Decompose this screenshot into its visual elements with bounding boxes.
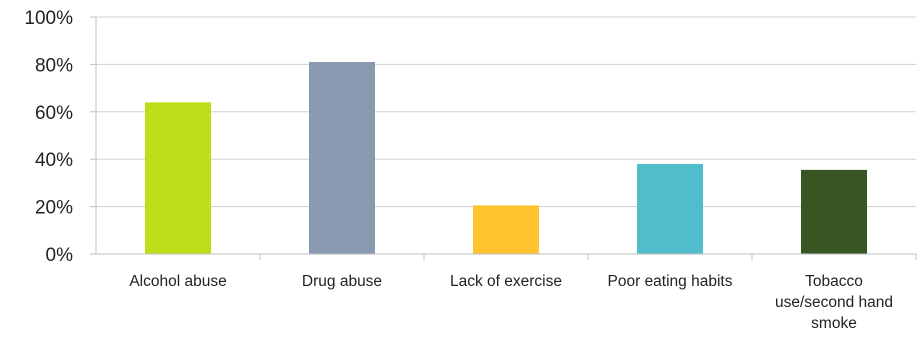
y-tick-label: 60%	[35, 103, 73, 124]
x-tick-label-line: Drug abuse	[302, 273, 382, 290]
x-tick-label-line: Alcohol abuse	[129, 273, 226, 290]
bar-lack-of-exercise	[473, 205, 539, 254]
bar-drug-abuse	[309, 62, 375, 254]
y-axis-tick-labels: 0% 20% 40% 60% 80% 100%	[24, 8, 73, 266]
bars	[145, 62, 867, 254]
x-tick-label: Alcohol abuse	[129, 273, 226, 290]
x-tick-label: Tobacco use/second hand smoke	[775, 273, 893, 332]
x-tick-label-line: Tobacco	[805, 273, 863, 290]
y-tick-label: 40%	[35, 150, 73, 171]
x-tick-label-line: Lack of exercise	[450, 273, 562, 290]
x-tick-label: Drug abuse	[302, 273, 382, 290]
x-tick-label-line: Poor eating habits	[608, 273, 733, 290]
y-tick-label: 80%	[35, 55, 73, 76]
x-tick-label: Poor eating habits	[608, 273, 733, 290]
y-tick-label: 0%	[46, 245, 74, 266]
bar-alcohol-abuse	[145, 102, 211, 254]
y-tick-label: 100%	[24, 8, 73, 29]
x-axis-tick-labels: Alcohol abuse Drug abuse Lack of exercise P…	[129, 273, 893, 332]
bar-poor-eating-habits	[637, 163, 703, 254]
gridlines	[96, 16, 916, 208]
y-tick-label: 20%	[35, 198, 73, 219]
bar-tobacco-use-second-hand-smoke	[801, 169, 867, 254]
x-tick-label: Lack of exercise	[450, 273, 562, 290]
x-tick-label-line: use/second hand	[775, 294, 893, 311]
axes	[90, 16, 917, 260]
x-tick-label-line: smoke	[811, 315, 857, 332]
